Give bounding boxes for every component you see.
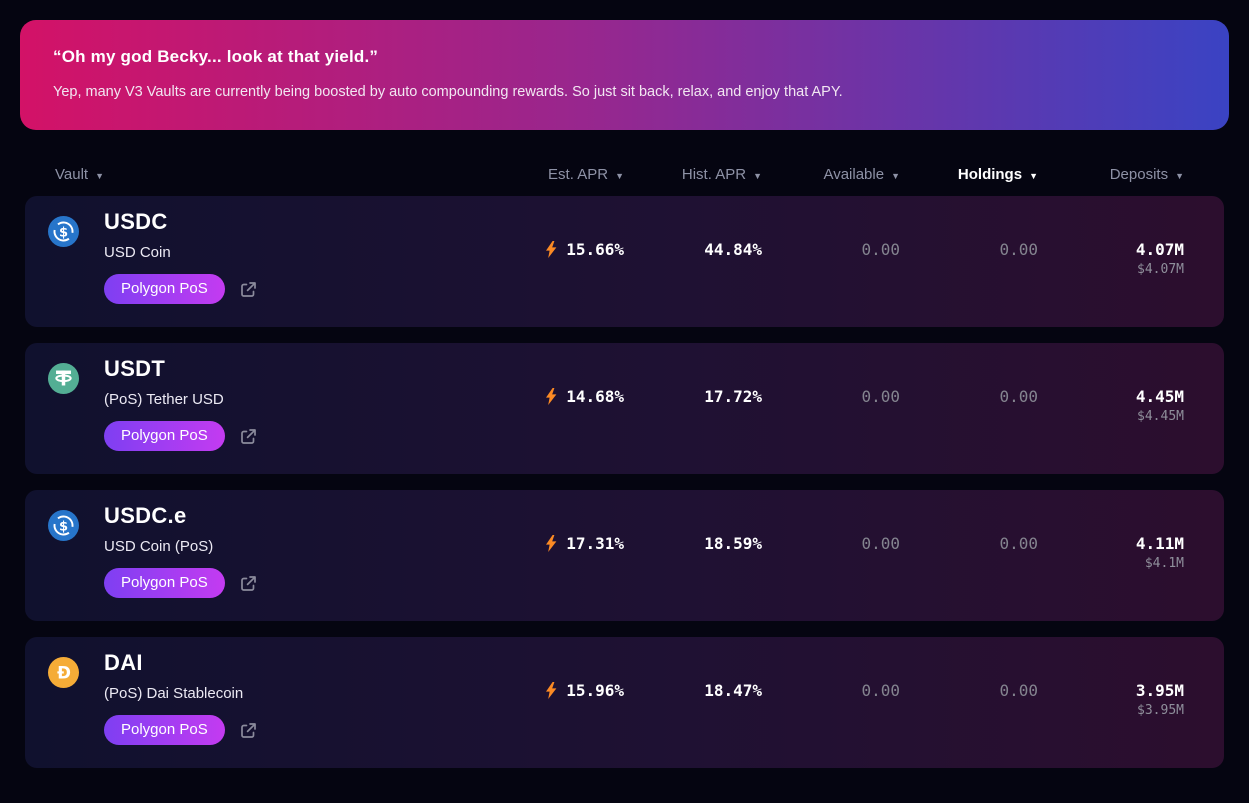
- svg-text:Ð: Ð: [57, 663, 71, 682]
- vault-info: $ USDC USD Coin Polygon PoS: [48, 196, 486, 327]
- svg-text:$: $: [59, 225, 68, 240]
- column-label: Available: [823, 166, 885, 183]
- est-apr-value: 14.68%: [486, 343, 624, 474]
- vault-symbol: DAI: [104, 650, 143, 675]
- lightning-bolt-icon: [546, 241, 557, 258]
- sort-arrow-icon: ▼: [615, 170, 624, 181]
- holdings-value: 0.00: [999, 387, 1038, 406]
- vault-list: $ USDC USD Coin Polygon PoS: [25, 196, 1224, 768]
- hist-apr-value: 18.59%: [704, 534, 762, 553]
- chain-badge: Polygon PoS: [104, 274, 225, 304]
- est-apr-value: 15.66%: [486, 196, 624, 327]
- hist-apr-value: 17.72%: [704, 387, 762, 406]
- deposits-cell: 3.95M $3.95M: [1038, 637, 1184, 768]
- column-label: Vault: [55, 166, 89, 183]
- boost-banner: “Oh my god Becky... look at that yield.”…: [20, 20, 1229, 130]
- deposits-cell: 4.07M $4.07M: [1038, 196, 1184, 327]
- deposits-cell: 4.45M $4.45M: [1038, 343, 1184, 474]
- chain-badge: Polygon PoS: [104, 568, 225, 598]
- vault-name: (PoS) Dai Stablecoin: [104, 685, 244, 702]
- hist-apr-value: 44.84%: [704, 240, 762, 259]
- usdc-coin-icon: $: [48, 510, 79, 541]
- svg-text:$: $: [59, 519, 68, 534]
- chain-badge: Polygon PoS: [104, 421, 225, 451]
- available-value: 0.00: [861, 534, 900, 553]
- vault-info: Ð DAI (PoS) Dai Stablecoin Polygon PoS: [48, 637, 486, 768]
- banner-subtitle: Yep, many V3 Vaults are currently being …: [53, 84, 843, 100]
- dai-coin-icon: Ð: [48, 657, 79, 688]
- deposits-value: 4.11M: [1135, 534, 1184, 553]
- deposits-value: 4.45M: [1135, 387, 1184, 406]
- banner-title: “Oh my god Becky... look at that yield.”: [53, 47, 379, 66]
- column-header-est-apr[interactable]: Est. APR ▼: [486, 166, 624, 183]
- external-link-icon[interactable]: [239, 427, 258, 446]
- available-value: 0.00: [861, 240, 900, 259]
- external-link-icon[interactable]: [239, 280, 258, 299]
- est-apr-value: 17.31%: [486, 490, 624, 621]
- holdings-value: 0.00: [999, 534, 1038, 553]
- available-value: 0.00: [861, 387, 900, 406]
- column-label: Hist. APR: [681, 166, 747, 183]
- sort-arrow-icon: ▼: [1029, 170, 1038, 181]
- holdings-value: 0.00: [999, 681, 1038, 700]
- column-header-vault[interactable]: Vault ▼: [55, 166, 486, 183]
- lightning-bolt-icon: [546, 682, 557, 699]
- vault-name: (PoS) Tether USD: [104, 391, 224, 408]
- vault-info: $ USDC.e USD Coin (PoS) Polygon PoS: [48, 490, 486, 621]
- vault-info: USDT (PoS) Tether USD Polygon PoS: [48, 343, 486, 474]
- usdc-coin-icon: $: [48, 216, 79, 247]
- column-header-holdings[interactable]: Holdings ▼: [900, 166, 1038, 183]
- column-label: Deposits: [1109, 166, 1169, 183]
- external-link-icon[interactable]: [239, 574, 258, 593]
- available-value: 0.00: [861, 681, 900, 700]
- deposits-value: 3.95M: [1135, 681, 1184, 700]
- vault-row[interactable]: $ USDC USD Coin Polygon PoS: [25, 196, 1224, 327]
- vault-name: USD Coin: [104, 244, 171, 261]
- sort-arrow-icon: ▼: [1175, 170, 1184, 181]
- vault-table-header: Vault ▼ Est. APR ▼ Hist. APR ▼ Available…: [25, 166, 1224, 183]
- sort-arrow-icon: ▼: [95, 170, 104, 181]
- deposits-usd-value: $3.95M: [1137, 703, 1184, 718]
- column-header-hist-apr[interactable]: Hist. APR ▼: [624, 166, 762, 183]
- deposits-usd-value: $4.1M: [1144, 556, 1184, 571]
- vault-symbol: USDC: [104, 209, 168, 234]
- column-label: Holdings: [957, 166, 1023, 183]
- hist-apr-value: 18.47%: [704, 681, 762, 700]
- column-header-deposits[interactable]: Deposits ▼: [1038, 166, 1184, 183]
- column-label: Est. APR: [548, 166, 609, 183]
- vault-symbol: USDT: [104, 356, 166, 381]
- sort-arrow-icon: ▼: [891, 170, 900, 181]
- chain-badge: Polygon PoS: [104, 715, 225, 745]
- holdings-value: 0.00: [999, 240, 1038, 259]
- sort-arrow-icon: ▼: [753, 170, 762, 181]
- vault-row[interactable]: USDT (PoS) Tether USD Polygon PoS: [25, 343, 1224, 474]
- vault-symbol: USDC.e: [104, 503, 187, 528]
- deposits-value: 4.07M: [1135, 240, 1184, 259]
- external-link-icon[interactable]: [239, 721, 258, 740]
- usdt-coin-icon: [48, 363, 79, 394]
- column-header-available[interactable]: Available ▼: [762, 166, 900, 183]
- est-apr-value: 15.96%: [486, 637, 624, 768]
- deposits-cell: 4.11M $4.1M: [1038, 490, 1184, 621]
- lightning-bolt-icon: [546, 535, 557, 552]
- deposits-usd-value: $4.45M: [1137, 409, 1184, 424]
- deposits-usd-value: $4.07M: [1137, 262, 1184, 277]
- vault-row[interactable]: $ USDC.e USD Coin (PoS) Polygon PoS: [25, 490, 1224, 621]
- lightning-bolt-icon: [546, 388, 557, 405]
- vault-row[interactable]: Ð DAI (PoS) Dai Stablecoin Polygon PoS: [25, 637, 1224, 768]
- vault-name: USD Coin (PoS): [104, 538, 214, 555]
